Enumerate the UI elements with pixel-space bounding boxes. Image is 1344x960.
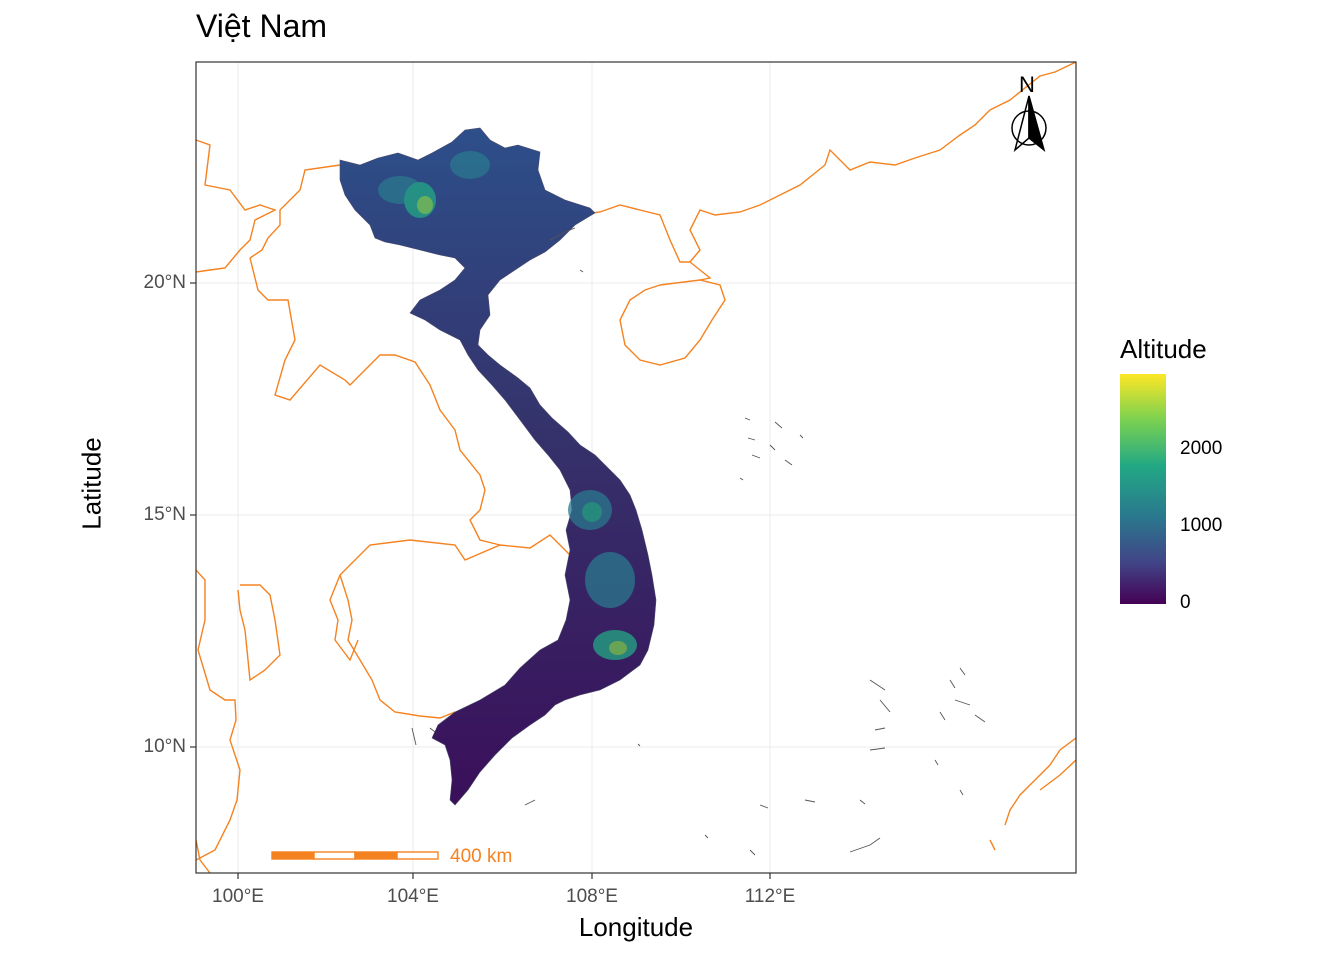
legend-label-2000: 2000: [1180, 438, 1223, 459]
map-title: Việt Nam: [196, 8, 328, 44]
highland-north-east: [450, 151, 490, 179]
highland-highlights: [378, 151, 637, 660]
scale-segment-4: [396, 851, 439, 860]
thailand-border: [196, 569, 241, 861]
coastal-islands: [411, 227, 756, 856]
philippines-coast: [1004, 737, 1076, 826]
leizhou-coast: [689, 261, 712, 281]
scale-segment-3: [354, 851, 398, 860]
scale-bar: [271, 851, 439, 860]
xtick-label-108E: 108°E: [566, 886, 618, 907]
highland-central-2: [582, 502, 602, 522]
laos-border: [249, 257, 501, 546]
offshore-islands: [411, 227, 986, 856]
spratly-islands: [759, 667, 986, 853]
ytick-label-10N: 10°N: [143, 736, 186, 757]
scale-segment-1: [271, 851, 315, 860]
vietnam-altitude-raster: [339, 127, 657, 806]
highland-central-3: [585, 552, 635, 608]
x-axis-title: Longitude: [578, 912, 694, 942]
highland-peak: [417, 196, 433, 214]
china-inland-border: [196, 139, 277, 273]
north-arrow-label: N: [1019, 72, 1035, 97]
ytick-label-15N: 15°N: [143, 504, 186, 525]
y-axis-title: Latitude: [76, 437, 107, 530]
paracel-islands: [739, 417, 804, 481]
panel-border: [195, 61, 1077, 874]
highland-dalat-peak: [609, 641, 627, 655]
cambodia-border: [339, 534, 571, 719]
xtick-label-100E: 100°E: [212, 886, 264, 907]
scale-bar-label: 400 km: [450, 846, 513, 867]
legend-label-0: 0: [1180, 592, 1191, 613]
north-arrow-ring: [1011, 110, 1047, 146]
legend-label-1000: 1000: [1180, 515, 1223, 536]
china-vietnam-border: [249, 164, 341, 259]
scale-segment-2: [313, 851, 356, 860]
malay-coast: [196, 839, 996, 873]
legend-colorbar: [1120, 374, 1166, 604]
china-south-coast: [591, 62, 1076, 263]
axis-ticks: [190, 282, 771, 879]
xtick-label-104E: 104°E: [387, 886, 439, 907]
thailand-gulf-coast: [237, 574, 359, 682]
neighbour-borders: [196, 62, 1076, 873]
xtick-label-112E: 112°E: [744, 886, 796, 907]
hainan-island: [619, 279, 726, 366]
legend-title: Altitude: [1120, 334, 1207, 364]
north-arrow: [1011, 95, 1047, 153]
ytick-label-20N: 20°N: [143, 272, 186, 293]
panel-background: [196, 62, 1076, 873]
